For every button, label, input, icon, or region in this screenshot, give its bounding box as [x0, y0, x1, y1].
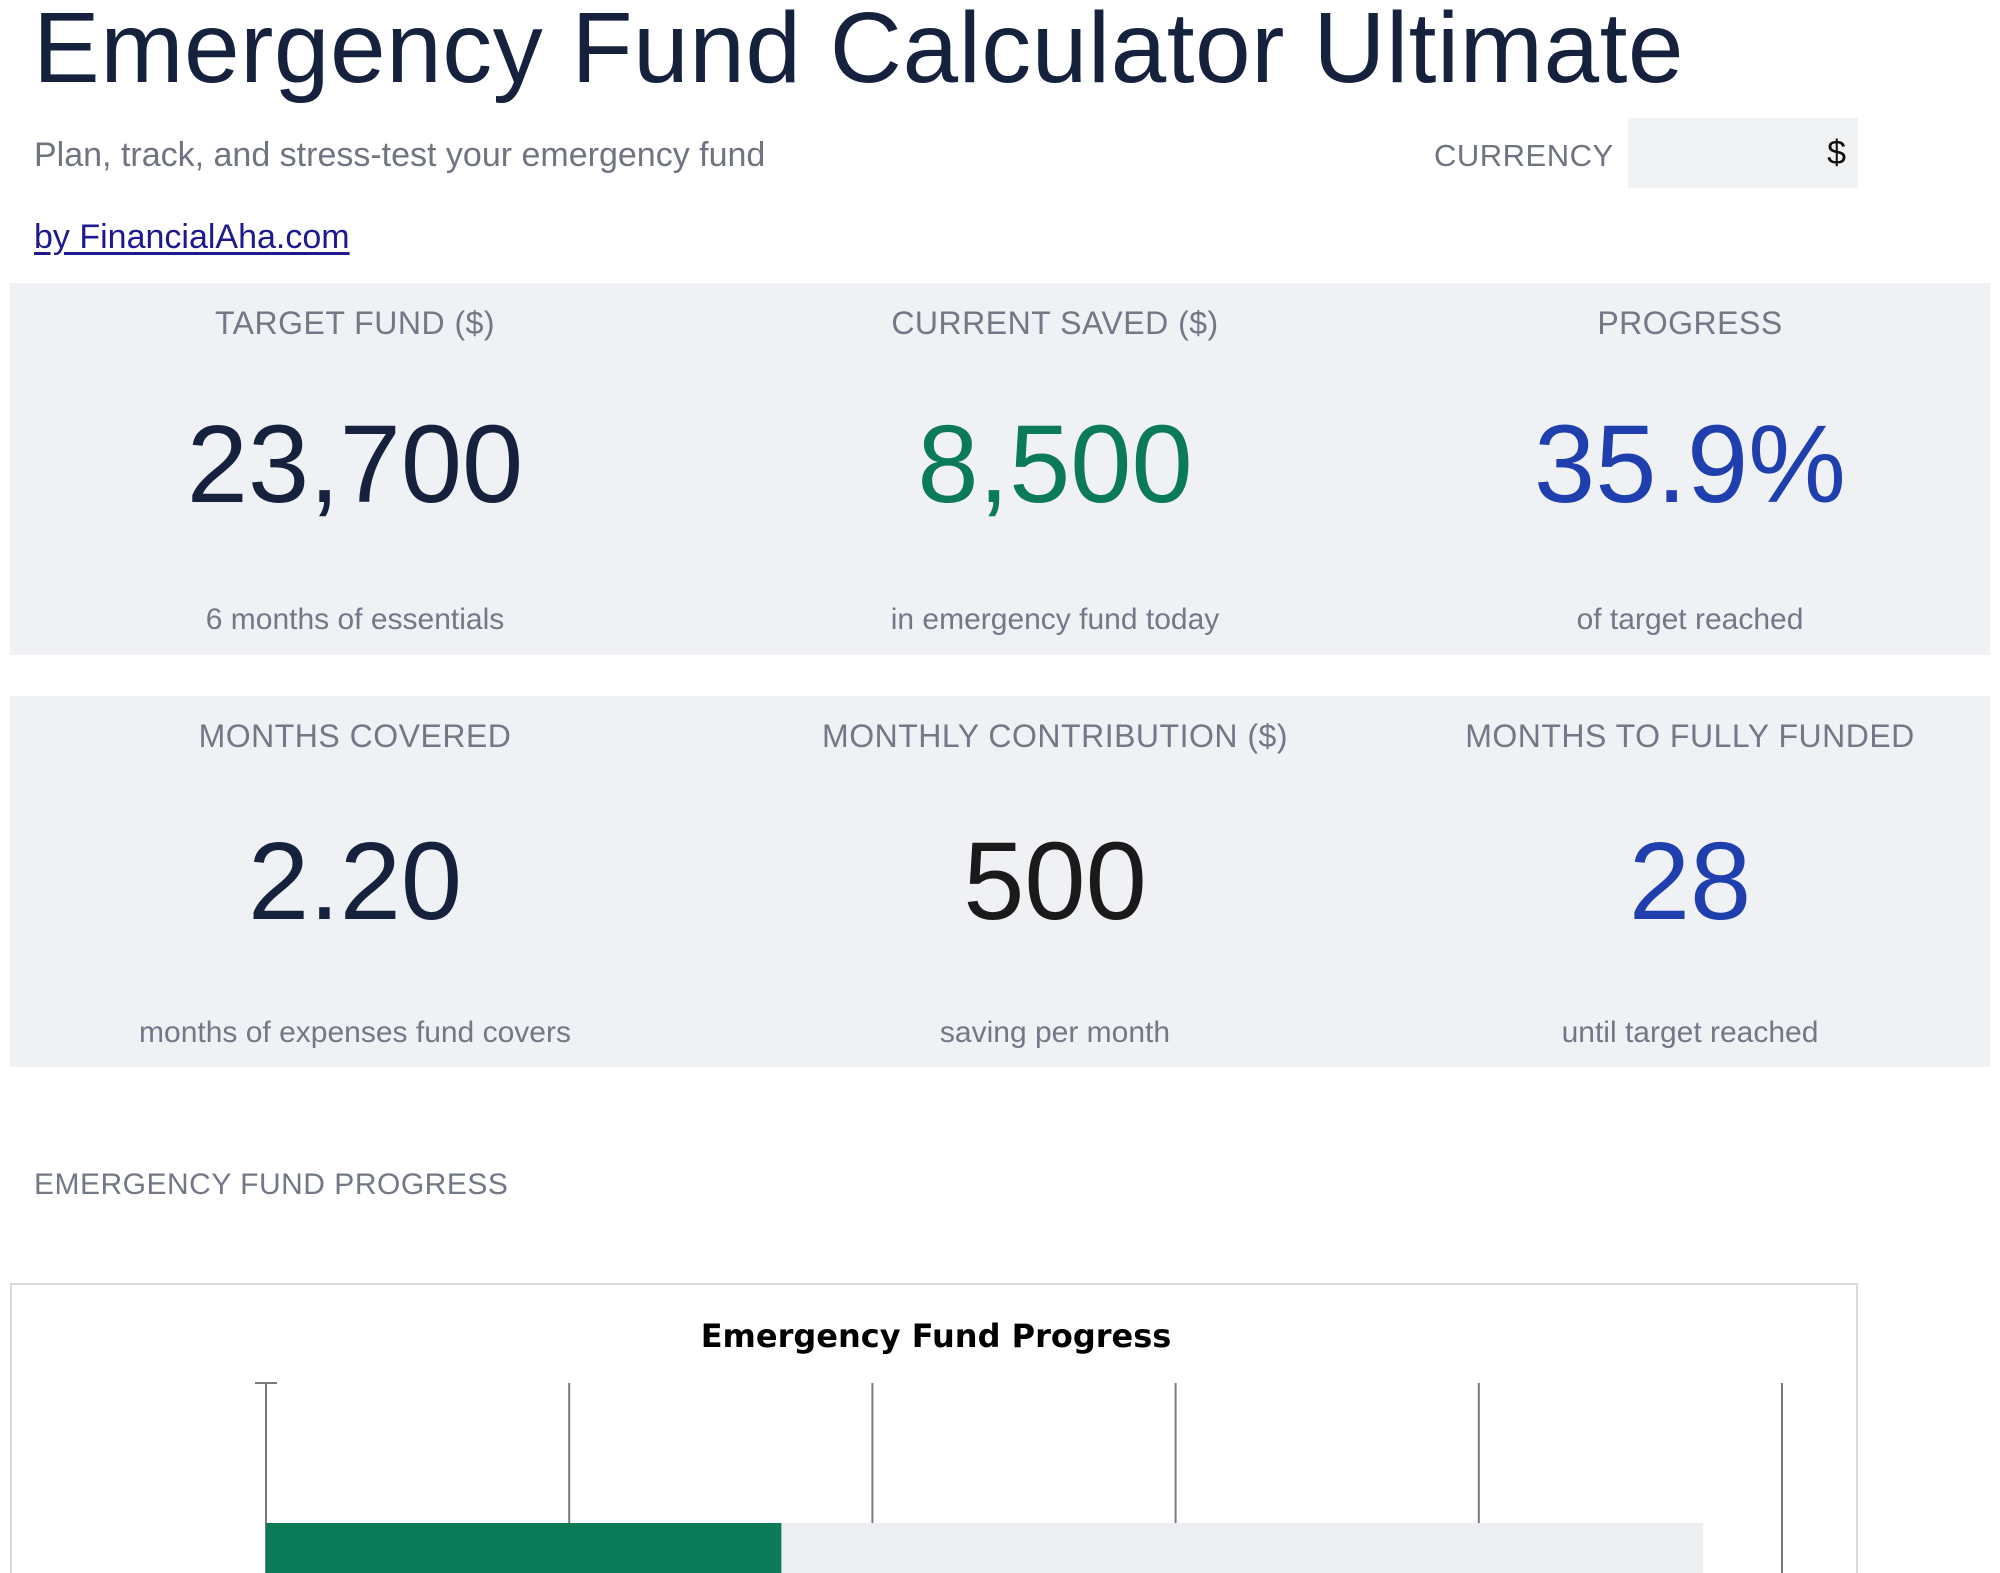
progress-section-label: EMERGENCY FUND PROGRESS — [34, 1168, 509, 1201]
target-fund-label: TARGET FUND ($) — [214, 305, 496, 341]
currency-input[interactable]: $ — [1628, 118, 1858, 188]
financialaha-link[interactable]: by FinancialAha.com — [34, 218, 350, 256]
target-fund-note: 6 months of essentials — [205, 603, 505, 636]
page-title: Emergency Fund Calculator Ultimate — [33, 0, 1684, 104]
monthly-contribution-value: 500 — [963, 820, 1147, 943]
months-to-funded-note: until target reached — [1561, 1016, 1819, 1049]
monthly-contribution-note: saving per month — [939, 1016, 1171, 1049]
chart-bar-remaining — [781, 1523, 1704, 1573]
progress-chart: Emergency Fund Progress — [10, 1283, 1858, 1573]
progress-label: PROGRESS — [1597, 305, 1783, 341]
months-to-funded-card: MONTHS TO FULLY FUNDED 28 until target r… — [1370, 696, 2000, 1067]
months-covered-value: 2.20 — [247, 820, 463, 943]
page-subtitle: Plan, track, and stress-test your emerge… — [34, 136, 766, 174]
months-covered-card: MONTHS COVERED 2.20 months of expenses f… — [10, 696, 700, 1067]
chart-bar-saved — [266, 1523, 782, 1573]
target-fund-card: TARGET FUND ($) 23,700 6 months of essen… — [10, 283, 700, 655]
monthly-contribution-label: MONTHLY CONTRIBUTION ($) — [822, 718, 1288, 754]
months-covered-note: months of expenses fund covers — [139, 1016, 571, 1049]
progress-value: 35.9% — [1534, 403, 1846, 526]
progress-note: of target reached — [1576, 603, 1804, 636]
months-to-funded-label: MONTHS TO FULLY FUNDED — [1465, 718, 1915, 754]
months-covered-label: MONTHS COVERED — [198, 718, 512, 754]
current-saved-note: in emergency fund today — [890, 603, 1220, 636]
summary-row-2: MONTHS COVERED 2.20 months of expenses f… — [10, 696, 1990, 1067]
summary-row-1: TARGET FUND ($) 23,700 6 months of essen… — [10, 283, 1990, 655]
current-saved-value: 8,500 — [917, 403, 1193, 526]
progress-card: PROGRESS 35.9% of target reached — [1370, 283, 2000, 655]
progress-chart-svg — [255, 1382, 1783, 1573]
currency-label: CURRENCY — [1434, 138, 1614, 173]
months-to-funded-value: 28 — [1628, 820, 1752, 943]
current-saved-card: CURRENT SAVED ($) 8,500 in emergency fun… — [720, 283, 1390, 655]
chart-title: Emergency Fund Progress — [700, 1317, 1172, 1355]
target-fund-value: 23,700 — [186, 403, 524, 526]
monthly-contribution-card: MONTHLY CONTRIBUTION ($) 500 saving per … — [720, 696, 1390, 1067]
current-saved-label: CURRENT SAVED ($) — [891, 305, 1219, 341]
